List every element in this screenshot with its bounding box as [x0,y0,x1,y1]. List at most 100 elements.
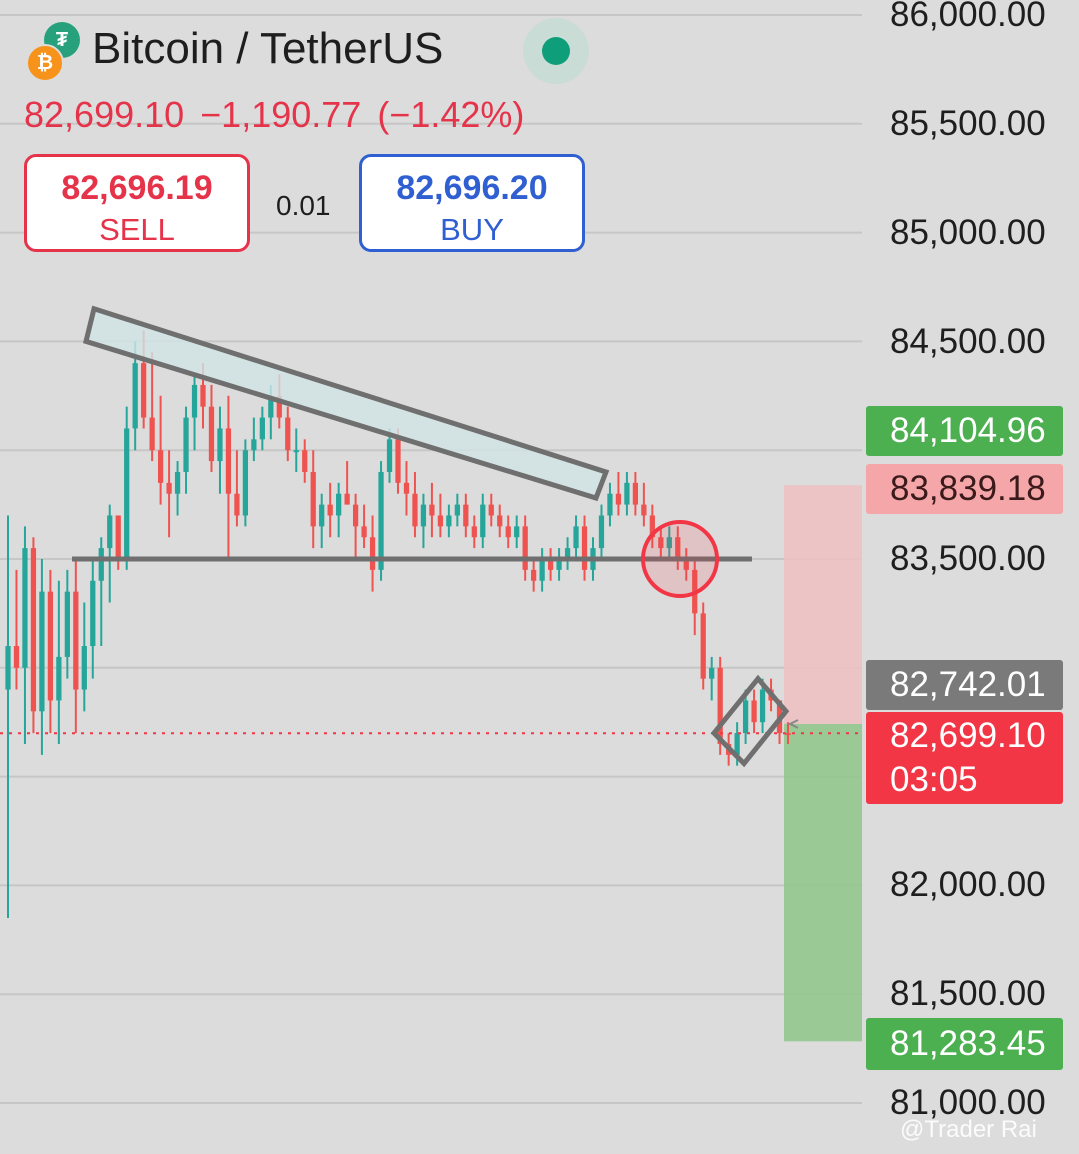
candle-body [386,439,393,472]
candle-body [200,384,206,407]
candle-body [734,733,740,755]
candle-body [564,548,571,559]
drawings [0,305,862,768]
candle-body [302,450,308,472]
spread-value: 0.01 [276,190,331,221]
candle-body [658,537,664,549]
candle-body [174,471,181,494]
candle-body [166,482,172,494]
candle-body [607,493,613,516]
candle-body [47,591,54,701]
candle-body [624,482,630,505]
candle-body [709,667,715,679]
candle-body [598,515,605,549]
candle-body [39,591,45,712]
candle-body [488,504,494,516]
candle-body [149,417,155,451]
candle-body [132,363,138,429]
candle-body [785,733,791,736]
candle-body [437,515,444,527]
stop-price-tag: 83,839.18 [866,464,1063,514]
market-status-indicator[interactable] [523,18,589,84]
stop-loss-price-tag: 81,283.45 [866,1018,1063,1070]
candle-body [276,395,282,418]
price-change-pct: (−1.42%) [377,94,525,135]
take-profit-price-tag: 84,104.96 [866,406,1063,456]
candle-body [327,504,333,516]
candle-body [285,417,291,451]
axis-tick-label: 81,000.00 [890,1083,1046,1122]
buy-button[interactable]: 82,696.20 BUY [359,154,585,252]
candle-body [683,559,689,570]
candle-body [573,526,579,549]
candle-body [531,569,537,581]
candle-body [124,428,130,559]
candle-body [429,504,435,516]
sell-price: 82,696.19 [61,169,213,207]
candle-body [234,493,240,516]
buy-price: 82,696.20 [396,169,548,207]
axis-tick-label: 82,000.00 [890,865,1046,904]
candle-body [81,646,87,690]
candle-body [217,428,223,462]
candle-body [505,526,511,538]
candle-body [242,450,249,516]
candle-body [98,548,104,581]
axis-tick-label: 85,000.00 [890,213,1046,252]
sell-button[interactable]: 82,696.19 SELL [24,154,250,252]
bitcoin-icon: ₿ [26,44,64,82]
candle-body [191,384,198,418]
candle-body [293,450,299,453]
axis-tick-label: 86,000.00 [890,0,1046,34]
candle-body [73,591,79,690]
flag-pattern [710,674,790,768]
candle-body [717,667,723,744]
candle-body [446,515,452,527]
candles [5,330,791,919]
candle-body [641,504,647,516]
axis-tick-label: 84,500.00 [890,322,1046,361]
candle-body [522,526,528,570]
candle-body [649,515,655,538]
candle-body [115,515,121,559]
axis-tick-label: 85,500.00 [890,104,1046,143]
target-zone [784,723,862,1042]
candle-body [412,493,418,527]
price-change: −1,190.77 [200,94,362,135]
support-break-circle [641,520,719,598]
candle-body [700,613,706,679]
candle-body [30,548,37,712]
descending-trendline-channel [83,305,610,502]
candle-body [56,656,62,701]
axis-tick-label: 81,500.00 [890,974,1046,1013]
candle-body [319,504,325,527]
entry-price-tag: 82,742.01 [866,660,1063,710]
candle-body [22,548,28,668]
candle-body [378,471,384,570]
candle-body [395,439,401,483]
watermark: @Trader Rai [900,1116,1037,1143]
last-price-tag-value: 82,699.10 [890,716,1046,755]
symbol-title[interactable]: Bitcoin / TetherUS [92,24,444,73]
market-open-dot-icon [542,37,570,65]
candle-body [157,450,164,483]
candle-body [13,646,20,668]
candle-body [497,515,503,527]
candle-body [666,537,672,549]
buy-label: BUY [440,212,504,247]
candle-body [352,504,359,527]
candle-body [581,526,588,570]
candle-body [361,526,367,538]
candle-body [268,395,274,418]
last-price-tag: 82,699.10 03:05 [866,712,1063,804]
candle-body [675,537,681,559]
candle-body [480,504,486,538]
candle-body [454,504,460,516]
candle-body [251,439,257,451]
candle-body [463,504,469,527]
candle-body [420,504,427,527]
price-quote: 82,699.10 −1,190.77 (−1.42%) [24,94,540,136]
candle-body [183,417,189,472]
candle-body [403,482,410,494]
